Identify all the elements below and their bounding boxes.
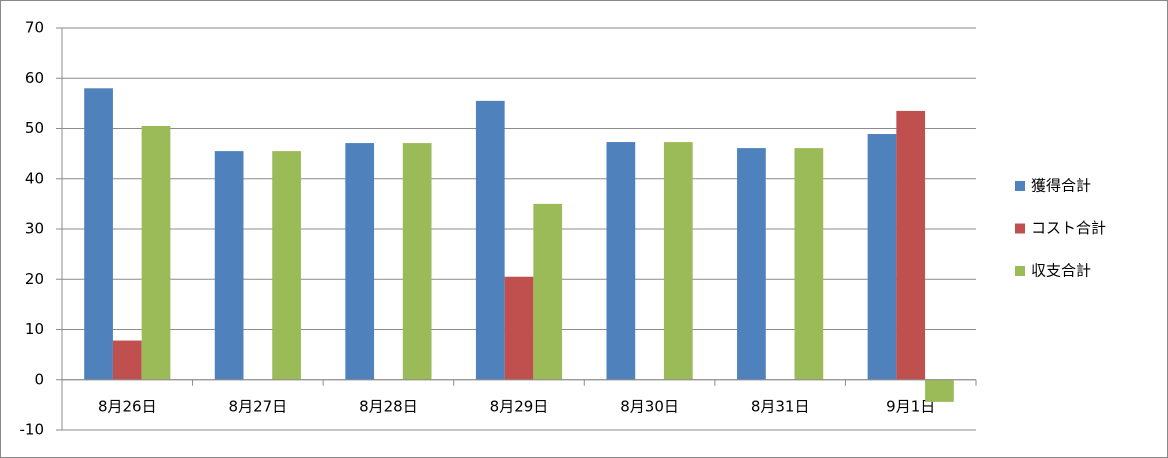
bar bbox=[402, 143, 432, 380]
bar bbox=[867, 134, 897, 380]
x-tick-label: 8月29日 bbox=[490, 397, 549, 415]
bar bbox=[896, 110, 926, 380]
x-tick-label: 8月26日 bbox=[98, 397, 157, 415]
bar bbox=[533, 203, 563, 380]
x-tick-label: 8月31日 bbox=[751, 397, 810, 415]
legend-label: 獲得合計 bbox=[1031, 177, 1091, 195]
bar bbox=[475, 100, 505, 380]
bar bbox=[272, 151, 301, 380]
y-tick-label: 70 bbox=[25, 19, 44, 37]
y-tick-label: 30 bbox=[25, 220, 44, 238]
legend-label: 収支合計 bbox=[1031, 262, 1091, 280]
legend-label: コスト合計 bbox=[1031, 219, 1106, 237]
legend-swatch bbox=[1015, 223, 1025, 234]
bar bbox=[112, 340, 142, 380]
x-tick-label: 8月27日 bbox=[229, 397, 288, 415]
y-tick-label: 50 bbox=[25, 119, 44, 137]
bar bbox=[214, 151, 244, 380]
bar bbox=[925, 379, 954, 402]
bar bbox=[345, 143, 375, 380]
y-tick-label: 60 bbox=[25, 69, 44, 87]
x-tick-label: 9月1日 bbox=[886, 397, 935, 415]
bar bbox=[663, 142, 693, 380]
bar bbox=[606, 142, 636, 380]
y-tick-label: 0 bbox=[34, 370, 44, 388]
bar bbox=[84, 88, 113, 380]
bar bbox=[794, 148, 824, 380]
legend-swatch bbox=[1015, 266, 1025, 276]
bar bbox=[737, 148, 766, 380]
y-tick-label: 40 bbox=[25, 169, 44, 187]
y-tick-label: 10 bbox=[25, 320, 44, 338]
bar bbox=[141, 125, 171, 380]
x-tick-label: 8月30日 bbox=[620, 397, 679, 415]
y-tick-label: 20 bbox=[25, 270, 44, 288]
bar bbox=[504, 276, 534, 380]
x-tick-label: 8月28日 bbox=[359, 397, 418, 415]
legend-swatch bbox=[1015, 181, 1025, 191]
y-tick-label: -10 bbox=[20, 421, 45, 439]
